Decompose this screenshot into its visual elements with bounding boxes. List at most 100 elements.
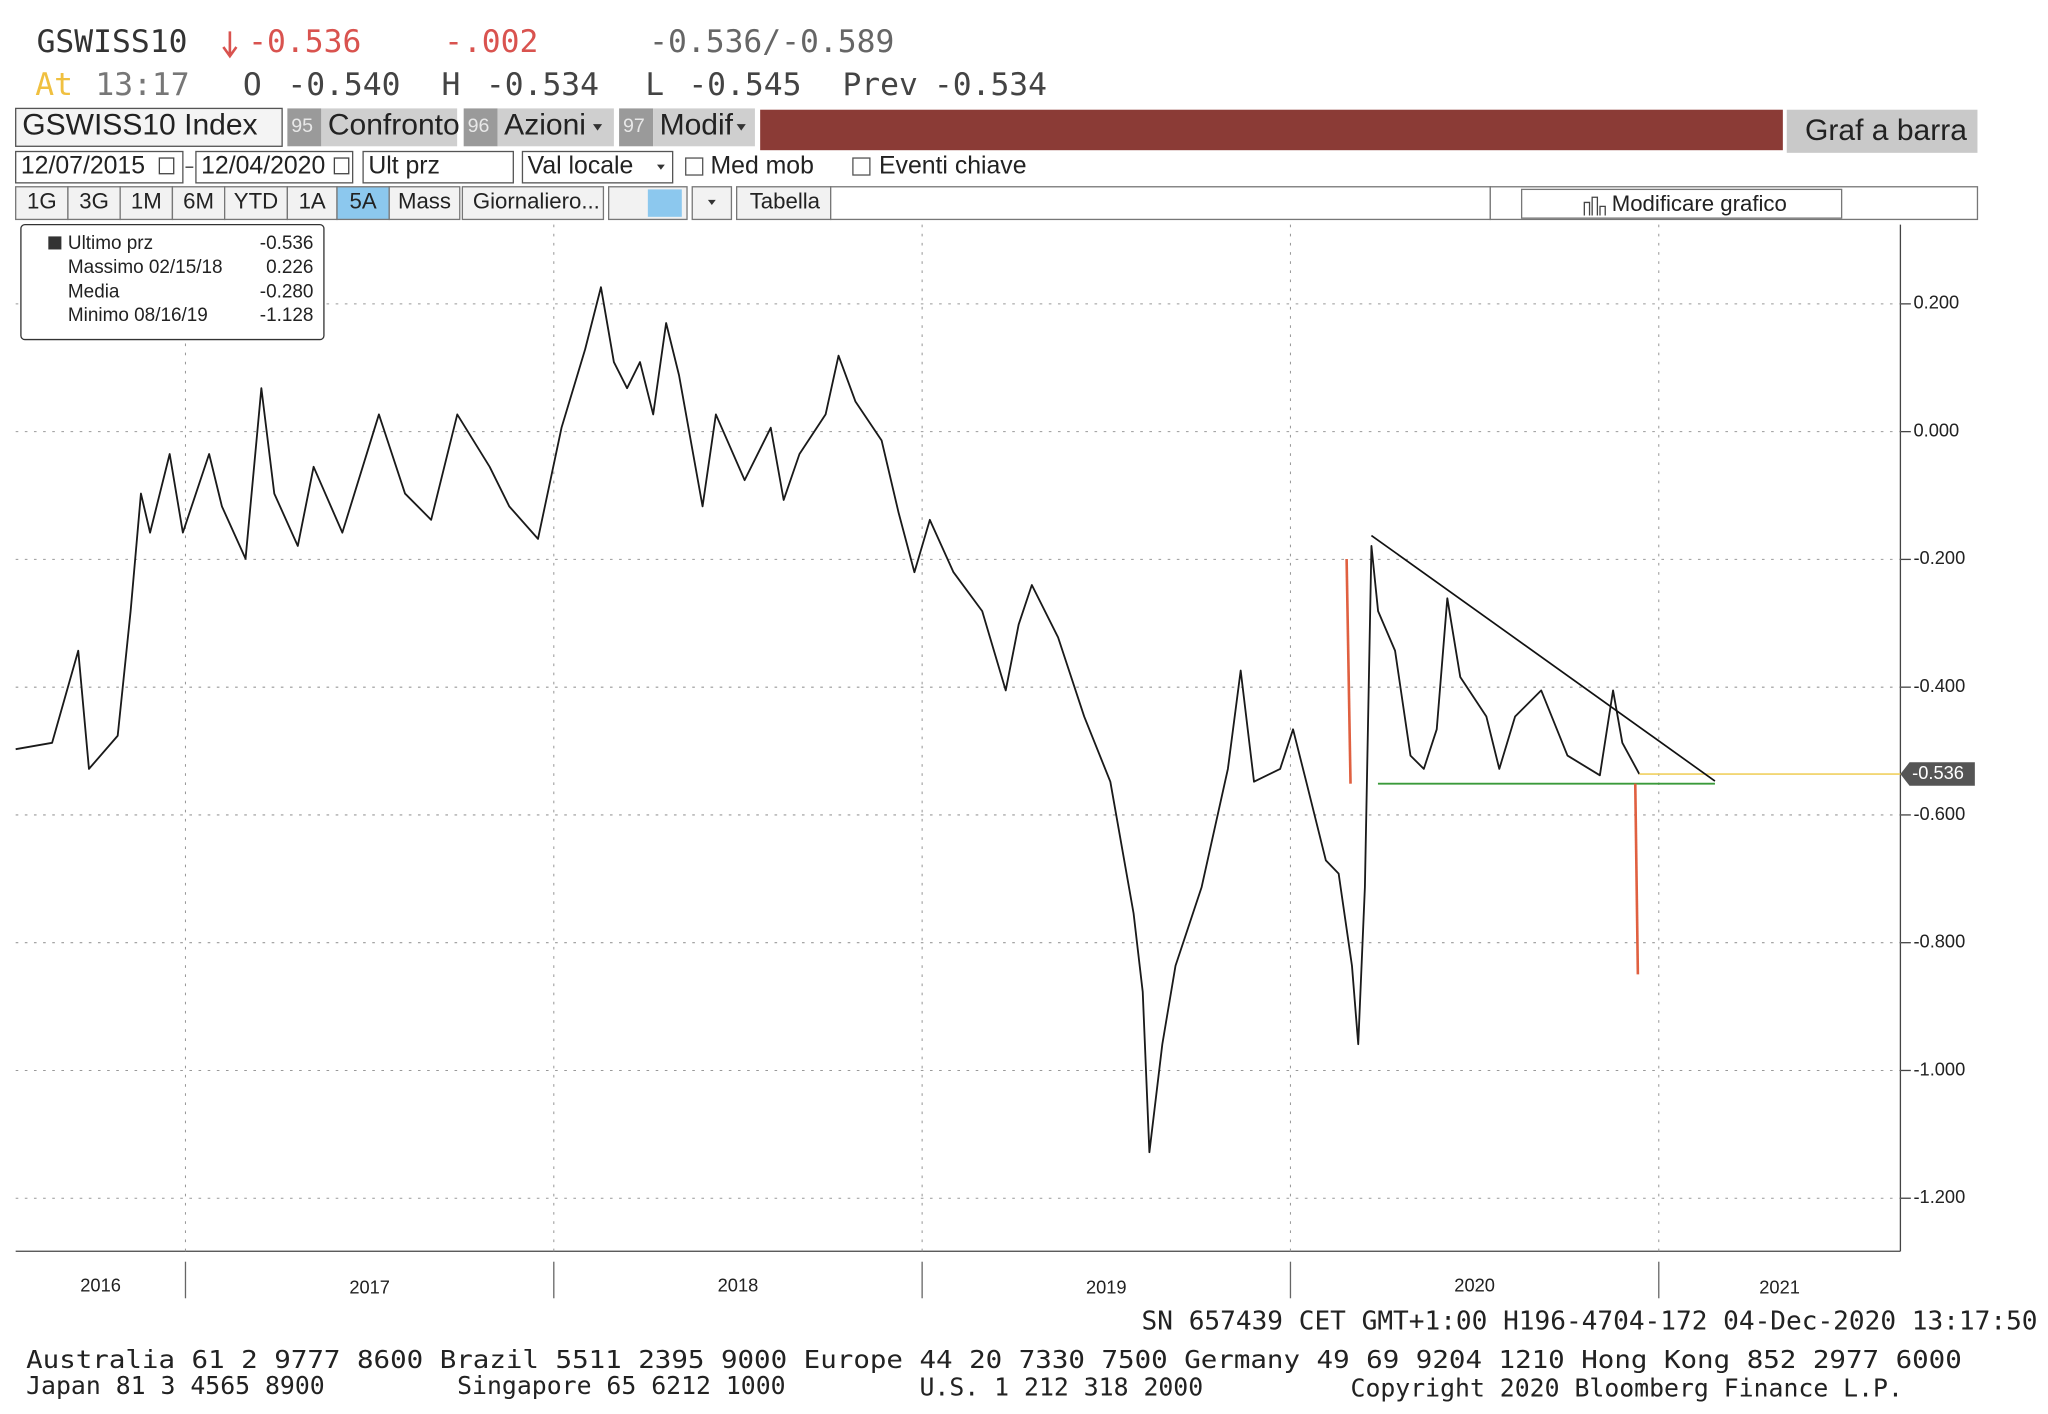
checkbox[interactable] <box>685 157 704 176</box>
edit-button[interactable] <box>1520 188 1843 219</box>
dropdown-icon <box>656 164 665 170</box>
y-tick-label: -1.000 <box>1913 1058 1965 1079</box>
high: -0.534 <box>486 67 599 103</box>
tab-label[interactable]: 6M <box>183 188 214 213</box>
tab[interactable] <box>388 186 461 221</box>
currency[interactable]: Val locale <box>528 153 634 180</box>
field[interactable]: Ult prz <box>368 153 440 180</box>
chart-type[interactable]: Graf a barra <box>1805 114 1967 147</box>
edit-chart[interactable]: Modificare grafico <box>1612 191 1787 216</box>
currency-box[interactable] <box>521 150 674 184</box>
last-price-tag <box>1900 762 1975 786</box>
session-info: SN 657439 CET GMT+1:00 H196-4704-172 04-… <box>1142 1306 2038 1336</box>
tab[interactable] <box>736 186 832 221</box>
tab[interactable] <box>336 186 390 221</box>
down-arrow <box>222 31 238 59</box>
chart-type-button[interactable] <box>1786 109 1978 153</box>
key-events[interactable]: Eventi chiave <box>879 153 1027 180</box>
last-price-label: -0.536 <box>1912 762 1964 783</box>
tab[interactable] <box>119 186 174 221</box>
dropdown-icon <box>592 124 603 131</box>
tab-label[interactable]: Mass <box>398 188 451 213</box>
tab[interactable] <box>461 186 605 221</box>
button-number[interactable] <box>619 108 654 147</box>
button[interactable] <box>321 108 458 147</box>
tab[interactable] <box>67 186 121 221</box>
open: -0.540 <box>287 67 400 103</box>
security[interactable]: GSWISS10 Index <box>22 109 257 142</box>
date-box[interactable] <box>15 150 184 184</box>
change: -0.536 <box>248 24 361 60</box>
contacts: U.S. 1 212 318 2000 <box>920 1372 1204 1401</box>
y-tick-label: -0.200 <box>1913 547 1965 568</box>
calendar-icon[interactable] <box>333 157 350 175</box>
dropdown-icon <box>736 124 746 131</box>
security-box[interactable] <box>15 107 283 147</box>
checkbox[interactable] <box>852 157 871 176</box>
y-tick-label: -0.400 <box>1913 675 1965 696</box>
table-button[interactable]: Tabella <box>750 188 821 213</box>
button-number[interactable]: 96 <box>468 115 490 137</box>
tab-label[interactable]: 1A <box>299 188 326 213</box>
marker-line <box>1633 783 1640 975</box>
button-label[interactable]: Confronto <box>328 109 460 142</box>
x-tick-label: 2017 <box>349 1276 390 1297</box>
legend-label: Massimo 02/15/18 <box>68 257 223 278</box>
contacts: Japan 81 3 4565 8900 <box>26 1371 325 1400</box>
calendar-icon[interactable] <box>158 157 175 175</box>
x-tick-label: 2018 <box>718 1274 759 1295</box>
high-label: H <box>441 67 460 103</box>
open-label: O <box>243 67 262 103</box>
legend-value: -0.536 <box>260 233 314 254</box>
moving-avg[interactable]: Med mob <box>711 153 814 180</box>
tab[interactable] <box>224 186 289 221</box>
marker-line <box>1345 558 1352 784</box>
contacts: Singapore 65 6212 1000 <box>457 1371 785 1400</box>
button-number[interactable]: 95 <box>291 115 313 137</box>
x-tick-label: 2021 <box>1759 1276 1800 1297</box>
button[interactable] <box>653 108 755 147</box>
price-line <box>15 286 1641 1154</box>
tab[interactable] <box>15 186 69 221</box>
change-small: -.002 <box>444 24 538 60</box>
prev-label: Prev <box>842 67 917 103</box>
toggle[interactable] <box>647 189 682 217</box>
low-label: L <box>645 67 664 103</box>
copyright: Copyright 2020 Bloomberg Finance L.P. <box>1351 1374 1903 1403</box>
legend-box <box>20 223 325 341</box>
tab-label[interactable]: YTD <box>234 188 278 213</box>
start-date[interactable]: 12/07/2015 <box>21 153 145 180</box>
x-tick-label: 2020 <box>1454 1274 1495 1295</box>
button-number[interactable]: 97 <box>623 115 645 137</box>
button-label[interactable]: Azioni <box>504 109 586 142</box>
x-tick-label: 2016 <box>80 1274 121 1295</box>
legend-value: -1.128 <box>260 305 314 326</box>
tab-label[interactable]: 3G <box>79 188 109 213</box>
title-bar <box>760 109 1783 151</box>
trend-line <box>1370 534 1716 782</box>
y-tick-label: -1.200 <box>1913 1186 1965 1207</box>
button-number[interactable] <box>287 108 322 147</box>
legend-label: Media <box>68 282 120 303</box>
end-date[interactable]: 12/04/2020 <box>201 153 325 180</box>
tab[interactable] <box>171 186 226 221</box>
date-box[interactable] <box>195 150 354 184</box>
tab-label[interactable]: 1M <box>131 188 162 213</box>
button[interactable] <box>497 108 614 147</box>
y-tick-label: 0.200 <box>1913 292 1959 313</box>
tab-label[interactable]: 1G <box>27 188 57 213</box>
tab-label[interactable]: 5A <box>350 188 377 213</box>
contacts: Australia 61 2 9777 8600 Brazil 5511 239… <box>26 1345 1962 1374</box>
y-tick-label: -0.800 <box>1913 931 1965 952</box>
button-number[interactable] <box>463 108 498 147</box>
field-box[interactable] <box>362 150 514 184</box>
tab[interactable] <box>286 186 338 221</box>
button-label[interactable]: Modif <box>660 109 734 142</box>
range: -0.536/-0.589 <box>649 24 894 60</box>
ticker: GSWISS10 <box>37 24 188 60</box>
frequency[interactable]: Giornaliero... <box>473 188 600 213</box>
legend-label: Minimo 08/16/19 <box>68 305 208 326</box>
prev: -0.534 <box>934 67 1047 103</box>
